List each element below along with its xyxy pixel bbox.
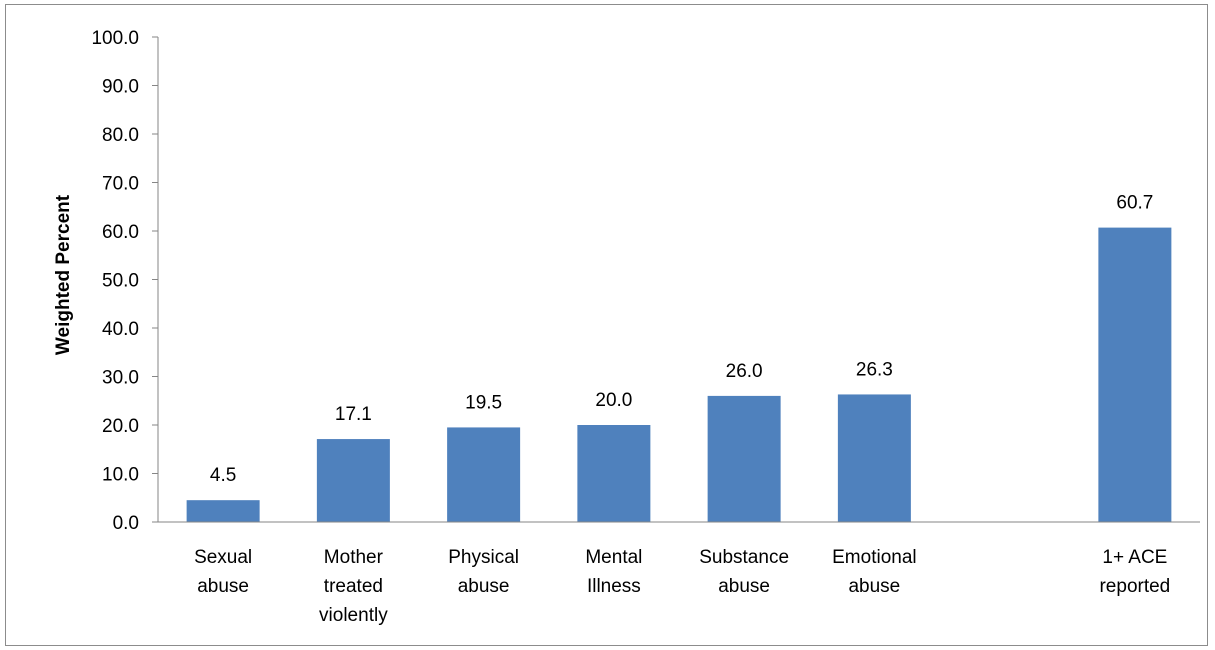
- category-label: Physical: [448, 547, 519, 568]
- y-axis-ticks: 0.0 10.0 20.0 30.0 40.0 50.0 60.0 70.0 80.0 90.0 1…: [91, 28, 158, 534]
- y-tick-label: 20.0: [102, 416, 139, 437]
- category-label: violently: [319, 605, 388, 626]
- category-label: Mental: [585, 547, 642, 568]
- category-label: abuse: [848, 576, 900, 597]
- data-label: 19.5: [465, 392, 502, 413]
- bar: [707, 395, 781, 522]
- y-axis-label: Weighted Percent: [53, 194, 74, 355]
- category-label: Mother: [324, 547, 384, 568]
- data-label: 4.5: [210, 465, 236, 486]
- category-label: Substance: [699, 547, 789, 568]
- axes-group: [157, 37, 1200, 523]
- data-label: 26.0: [726, 361, 763, 382]
- category-label: treated: [324, 576, 383, 597]
- data-label: 60.7: [1116, 193, 1153, 214]
- data-labels-group: 4.5 17.1 19.5 20.0 26.0 26.3 60.7: [210, 193, 1153, 487]
- data-label: 20.0: [595, 390, 632, 411]
- y-tick-label: 90.0: [102, 77, 139, 98]
- data-label: 26.3: [856, 359, 893, 380]
- y-tick-label: 0.0: [113, 513, 139, 534]
- y-tick-label: 10.0: [102, 465, 139, 486]
- bar: [186, 500, 260, 522]
- bar: [316, 439, 390, 522]
- bar: [1098, 227, 1172, 523]
- category-labels-group: Sexual abuse Mother treated violently Physica…: [194, 547, 1170, 626]
- category-label: Emotional: [832, 547, 917, 568]
- category-label: 1+ ACE: [1102, 547, 1167, 568]
- bar: [577, 425, 651, 522]
- y-tick-label: 50.0: [102, 271, 139, 292]
- y-tick-label: 30.0: [102, 368, 139, 389]
- y-tick-label: 70.0: [102, 174, 139, 195]
- y-tick-label: 100.0: [91, 28, 139, 49]
- y-tick-label: 80.0: [102, 125, 139, 146]
- data-label: 17.1: [335, 404, 372, 425]
- category-label: abuse: [458, 576, 510, 597]
- bar: [837, 394, 911, 522]
- category-label: Illness: [587, 576, 641, 597]
- category-label: abuse: [718, 576, 770, 597]
- bar: [447, 427, 521, 522]
- y-tick-label: 40.0: [102, 319, 139, 340]
- category-label: Sexual: [194, 547, 252, 568]
- chart-frame: [5, 4, 1208, 646]
- category-label: abuse: [197, 576, 249, 597]
- y-tick-label: 60.0: [102, 222, 139, 243]
- category-label: reported: [1099, 576, 1170, 597]
- bars-group: [186, 227, 1172, 523]
